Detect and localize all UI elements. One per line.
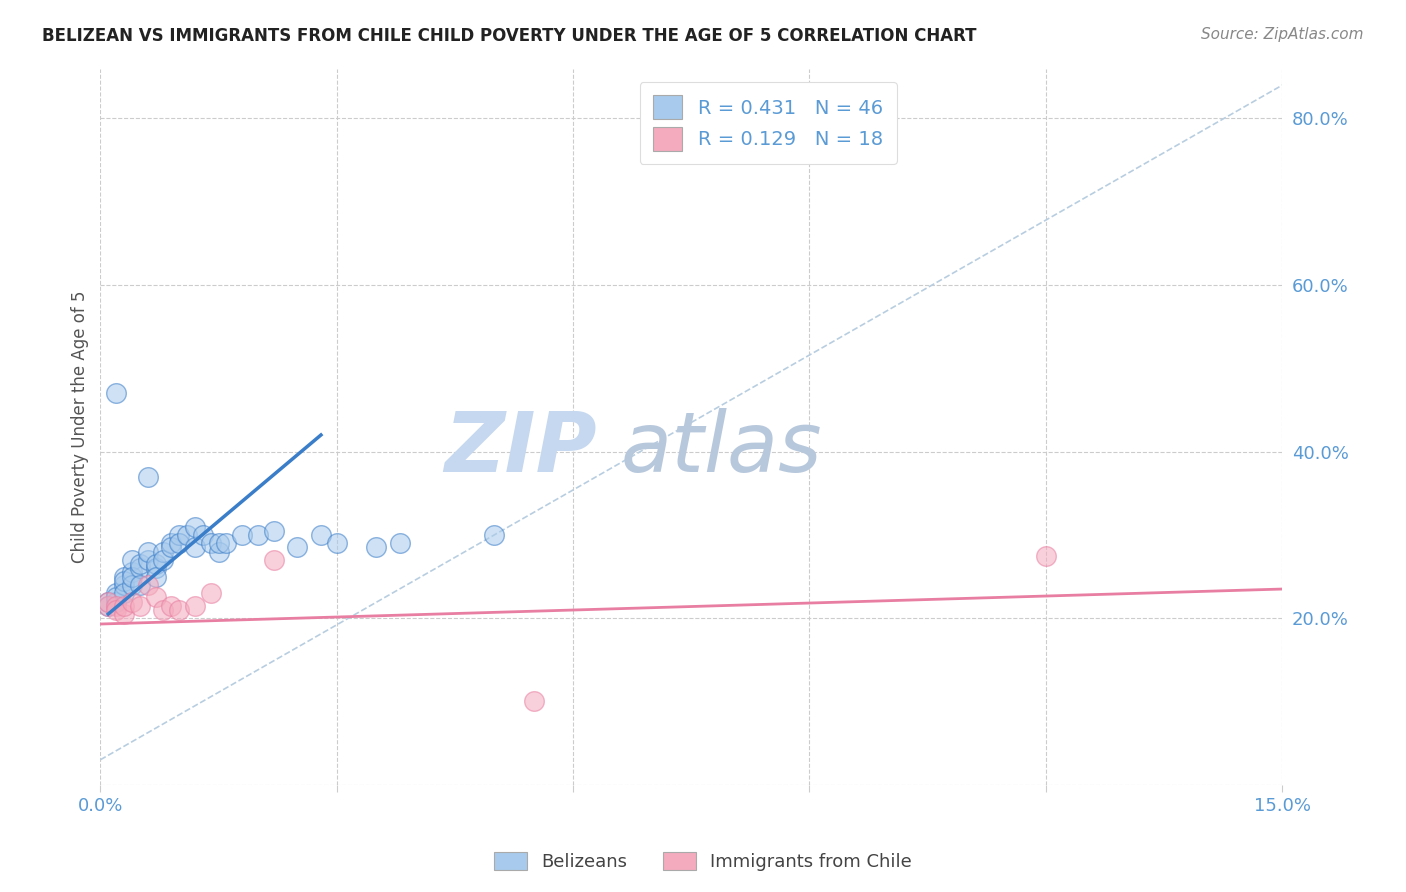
Point bbox=[97, 599, 120, 613]
Point bbox=[200, 536, 222, 550]
Point bbox=[145, 569, 167, 583]
Text: BELIZEAN VS IMMIGRANTS FROM CHILE CHILD POVERTY UNDER THE AGE OF 5 CORRELATION C: BELIZEAN VS IMMIGRANTS FROM CHILE CHILD … bbox=[42, 27, 977, 45]
Point bbox=[215, 536, 238, 550]
Point bbox=[121, 578, 143, 592]
Point bbox=[160, 536, 183, 550]
Point bbox=[388, 536, 411, 550]
Point bbox=[105, 586, 128, 600]
Point bbox=[263, 553, 285, 567]
Point bbox=[184, 599, 207, 613]
Point bbox=[136, 553, 159, 567]
Text: atlas: atlas bbox=[620, 408, 823, 489]
Point bbox=[105, 386, 128, 401]
Point bbox=[128, 561, 150, 575]
Point bbox=[207, 536, 229, 550]
Point bbox=[160, 541, 183, 555]
Point bbox=[145, 557, 167, 571]
Point bbox=[152, 544, 174, 558]
Y-axis label: Child Poverty Under the Age of 5: Child Poverty Under the Age of 5 bbox=[72, 291, 89, 563]
Point bbox=[366, 541, 388, 555]
Point bbox=[128, 557, 150, 571]
Point bbox=[152, 603, 174, 617]
Point bbox=[136, 578, 159, 592]
Point bbox=[128, 599, 150, 613]
Point bbox=[246, 528, 269, 542]
Point bbox=[325, 536, 347, 550]
Point bbox=[105, 603, 128, 617]
Point bbox=[112, 586, 135, 600]
Legend: R = 0.431   N = 46, R = 0.129   N = 18: R = 0.431 N = 46, R = 0.129 N = 18 bbox=[640, 82, 897, 164]
Point bbox=[145, 591, 167, 605]
Point bbox=[112, 607, 135, 621]
Text: Source: ZipAtlas.com: Source: ZipAtlas.com bbox=[1201, 27, 1364, 42]
Point bbox=[523, 694, 546, 708]
Point bbox=[285, 541, 308, 555]
Point bbox=[97, 599, 120, 613]
Point bbox=[167, 528, 190, 542]
Point bbox=[136, 544, 159, 558]
Point bbox=[97, 594, 120, 608]
Point bbox=[105, 594, 128, 608]
Legend: Belizeans, Immigrants from Chile: Belizeans, Immigrants from Chile bbox=[486, 845, 920, 879]
Text: ZIP: ZIP bbox=[444, 408, 596, 489]
Point bbox=[112, 599, 135, 613]
Point bbox=[263, 524, 285, 538]
Point bbox=[112, 569, 135, 583]
Point bbox=[145, 561, 167, 575]
Point bbox=[167, 536, 190, 550]
Point bbox=[191, 528, 214, 542]
Point bbox=[184, 519, 207, 533]
Point bbox=[167, 603, 190, 617]
Point bbox=[121, 594, 143, 608]
Point bbox=[200, 586, 222, 600]
Point bbox=[207, 544, 229, 558]
Point bbox=[121, 553, 143, 567]
Point bbox=[309, 528, 332, 542]
Point bbox=[184, 541, 207, 555]
Point bbox=[112, 574, 135, 588]
Point bbox=[105, 591, 128, 605]
Point bbox=[176, 528, 198, 542]
Point bbox=[231, 528, 253, 542]
Point bbox=[128, 578, 150, 592]
Point bbox=[152, 553, 174, 567]
Point bbox=[1035, 549, 1057, 563]
Point bbox=[121, 566, 143, 580]
Point bbox=[160, 599, 183, 613]
Point bbox=[484, 528, 506, 542]
Point bbox=[112, 578, 135, 592]
Point bbox=[97, 594, 120, 608]
Point bbox=[121, 569, 143, 583]
Point bbox=[105, 599, 128, 613]
Point bbox=[136, 469, 159, 483]
